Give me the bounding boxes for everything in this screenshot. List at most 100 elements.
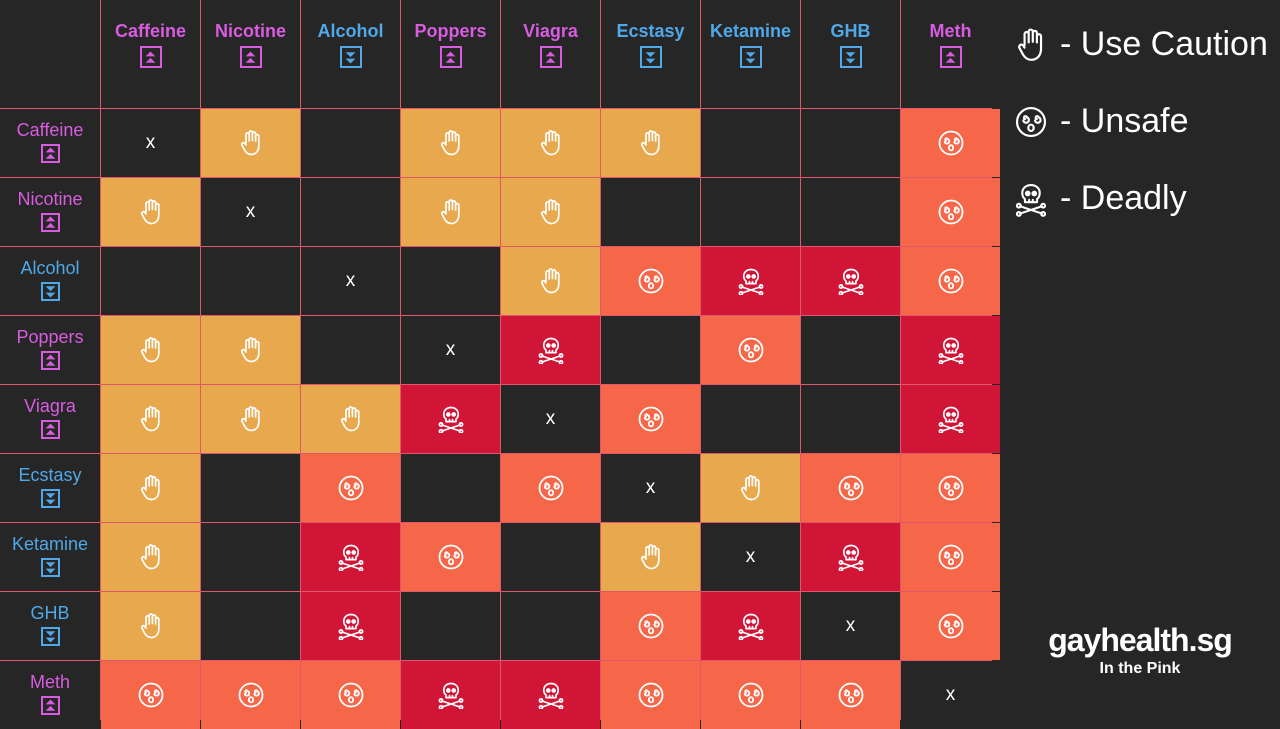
hand-icon (137, 405, 165, 433)
column-header-label: GHB (830, 21, 871, 41)
arrow-down-icon (739, 46, 762, 68)
arrow-up-icon (40, 144, 60, 163)
matrix-cell-poppers-ketamine (701, 316, 800, 384)
self-mark: x (245, 201, 256, 222)
matrix-cell-nicotine-caffeine (101, 178, 200, 246)
brand-tagline: In the Pink (1099, 660, 1181, 677)
row-header-label: Viagra (24, 396, 76, 416)
hand-icon (337, 405, 365, 433)
matrix-cell-poppers-viagra (501, 316, 600, 384)
hand-icon (237, 405, 265, 433)
skull-crossbones-icon (837, 267, 865, 295)
brand-logo: gayhealth.sg In the Pink (1040, 622, 1240, 678)
row-header-label: Nicotine (17, 189, 83, 209)
matrix-cell-meth-poppers (401, 661, 500, 729)
matrix-cell-alcohol-ecstasy (601, 247, 700, 315)
column-header-alcohol: Alcohol (301, 0, 400, 108)
matrix-cell-ecstasy-viagra (501, 454, 600, 522)
matrix-cell-caffeine-viagra (501, 109, 600, 177)
row-header-label: Poppers (16, 327, 84, 347)
matrix-cell-ecstasy-ecstasy: x (601, 454, 700, 522)
matrix-cell-alcohol-meth (901, 247, 1000, 315)
dizzy-face-icon (637, 681, 665, 709)
self-mark: x (945, 684, 956, 705)
dizzy-face-icon (637, 405, 665, 433)
grid-corner (0, 0, 100, 108)
matrix-cell-ghb-viagra (501, 592, 600, 660)
arrow-down-icon (339, 46, 362, 68)
hand-icon (537, 198, 565, 226)
matrix-cell-nicotine-ecstasy (601, 178, 700, 246)
self-mark: x (445, 339, 456, 360)
matrix-cell-caffeine-caffeine: x (101, 109, 200, 177)
row-header-caffeine: Caffeine (0, 109, 100, 177)
arrow-up-icon (40, 420, 60, 439)
self-mark: x (545, 408, 556, 429)
skull-crossbones-icon (337, 543, 365, 571)
column-header-label: Viagra (523, 21, 578, 41)
dizzy-face-icon (337, 474, 365, 502)
row-header-poppers: Poppers (0, 316, 100, 384)
matrix-cell-ketamine-ecstasy (601, 523, 700, 591)
brand-name: gayhealth.sg (1048, 622, 1233, 658)
matrix-cell-viagra-ecstasy (601, 385, 700, 453)
row-header-meth: Meth (0, 661, 100, 729)
matrix-cell-ghb-caffeine (101, 592, 200, 660)
matrix-cell-ketamine-nicotine (201, 523, 300, 591)
matrix-cell-viagra-viagra: x (501, 385, 600, 453)
self-mark: x (845, 615, 856, 636)
matrix-cell-poppers-alcohol (301, 316, 400, 384)
matrix-cell-ecstasy-ghb (801, 454, 900, 522)
matrix-cell-meth-nicotine (201, 661, 300, 729)
arrow-up-icon (139, 46, 162, 68)
arrow-up-icon (539, 46, 562, 68)
arrow-up-icon (939, 46, 962, 68)
matrix-cell-ketamine-viagra (501, 523, 600, 591)
matrix-cell-ecstasy-alcohol (301, 454, 400, 522)
row-header-nicotine: Nicotine (0, 178, 100, 246)
column-header-label: Poppers (414, 21, 487, 41)
hand-icon (137, 336, 165, 364)
hand-icon (137, 543, 165, 571)
arrow-up-icon (239, 46, 262, 68)
matrix-cell-caffeine-ecstasy (601, 109, 700, 177)
dizzy-face-icon (737, 336, 765, 364)
dizzy-face-icon (137, 681, 165, 709)
column-header-viagra: Viagra (501, 0, 600, 108)
legend-label: - Unsafe (1060, 102, 1189, 140)
matrix-cell-ecstasy-meth (901, 454, 1000, 522)
column-header-meth: Meth (901, 0, 1000, 108)
matrix-cell-caffeine-alcohol (301, 109, 400, 177)
skull-crossbones-icon (437, 681, 465, 709)
hand-icon (637, 129, 665, 157)
skull-crossbones-icon (937, 336, 965, 364)
self-mark: x (345, 270, 356, 291)
matrix-cell-viagra-caffeine (101, 385, 200, 453)
row-header-ghb: GHB (0, 592, 100, 660)
legend-item-caution: - Use Caution (1014, 25, 1268, 64)
matrix-cell-ketamine-poppers (401, 523, 500, 591)
matrix-cell-ketamine-caffeine (101, 523, 200, 591)
matrix-cell-meth-alcohol (301, 661, 400, 729)
matrix-cell-alcohol-caffeine (101, 247, 200, 315)
column-header-label: Nicotine (214, 21, 286, 41)
arrow-up-icon (40, 696, 60, 715)
interaction-matrix: Caffeine Nicotine Alcohol Poppers Viagra Ecst… (0, 0, 1000, 729)
dizzy-face-icon (937, 198, 965, 226)
skull-crossbones-icon (1014, 181, 1048, 217)
hand-icon (137, 474, 165, 502)
arrow-down-icon (40, 489, 60, 508)
legend-item-deadly: - Deadly (1014, 179, 1187, 218)
matrix-cell-ecstasy-ketamine (701, 454, 800, 522)
matrix-cell-nicotine-poppers (401, 178, 500, 246)
matrix-cell-nicotine-ghb (801, 178, 900, 246)
skull-crossbones-icon (837, 543, 865, 571)
matrix-cell-viagra-meth (901, 385, 1000, 453)
matrix-cell-nicotine-viagra (501, 178, 600, 246)
row-header-label: Alcohol (20, 258, 80, 278)
column-header-poppers: Poppers (401, 0, 500, 108)
hand-icon (537, 267, 565, 295)
column-header-caffeine: Caffeine (101, 0, 200, 108)
matrix-cell-meth-meth: x (901, 661, 1000, 729)
matrix-cell-ketamine-ketamine: x (701, 523, 800, 591)
